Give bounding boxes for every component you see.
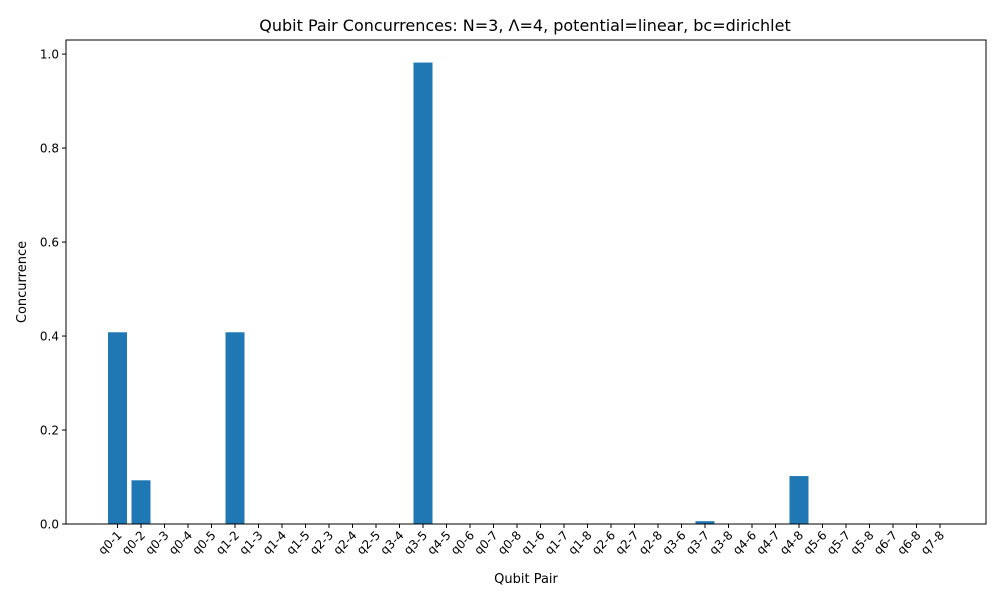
bar-q0-1	[108, 332, 127, 524]
chart-title: Qubit Pair Concurrences: N=3, Λ=4, poten…	[259, 16, 790, 35]
y-axis-label: Concurrence	[15, 241, 30, 323]
x-tick-label: q1-3	[236, 528, 265, 557]
y-tick-label: 0.2	[40, 424, 59, 438]
bars-group	[108, 62, 809, 525]
x-tick-label: q7-8	[918, 528, 947, 557]
x-tick-label: q0-2	[119, 528, 148, 557]
x-tick-label: q3-6	[659, 528, 688, 557]
x-tick-label: q3-5	[401, 528, 430, 557]
x-tick-label: q3-7	[683, 528, 712, 557]
x-tick-label: q3-8	[706, 528, 735, 557]
y-tick-label: 0.4	[40, 330, 59, 344]
x-tick-label: q0-8	[495, 528, 524, 557]
x-tick-label: q2-4	[330, 528, 359, 557]
x-tick-label: q1-4	[260, 528, 289, 557]
x-tick-label: q4-8	[777, 528, 806, 557]
y-tick-label: 0.8	[40, 142, 59, 156]
x-tick-label: q1-2	[213, 528, 242, 557]
x-tick-label: q6-8	[894, 528, 923, 557]
y-tick-label: 0.6	[40, 236, 59, 250]
x-tick-label: q3-4	[377, 528, 406, 557]
x-tick-label: q6-7	[871, 528, 900, 557]
y-tick-label: 0.0	[40, 518, 59, 532]
x-tick-label: q2-7	[612, 528, 641, 557]
y-axis-ticks: 0.0 0.2 0.4 0.6 0.8 1.0	[40, 48, 66, 532]
x-tick-label: q2-6	[589, 528, 618, 557]
bar-q3-7	[695, 521, 715, 524]
x-tick-label: q1-8	[565, 528, 594, 557]
x-tick-label: q4-7	[753, 528, 782, 557]
x-tick-label: q5-8	[847, 528, 876, 557]
x-tick-label: q0-4	[166, 528, 195, 557]
x-tick-label: q0-5	[189, 528, 218, 557]
x-tick-label: q2-8	[636, 528, 665, 557]
x-tick-label: q0-6	[448, 528, 477, 557]
bar-q1-2	[225, 332, 245, 524]
x-tick-label: q0-1	[95, 528, 124, 557]
x-tick-label: q4-6	[730, 528, 759, 557]
x-axis-label: Qubit Pair	[494, 572, 558, 587]
axes-frame	[65, 39, 987, 525]
bar-q0-2	[131, 480, 151, 524]
x-tick-label: q0-3	[142, 528, 171, 557]
x-tick-label: q5-6	[800, 528, 829, 557]
x-tick-label: q0-7	[471, 528, 500, 557]
x-tick-label: q1-7	[542, 528, 571, 557]
bar-q3-5	[413, 62, 433, 525]
x-tick-label: q4-5	[424, 528, 453, 557]
y-tick-label: 1.0	[40, 48, 59, 62]
bar-q4-8	[789, 476, 809, 524]
x-tick-label: q1-5	[283, 528, 312, 557]
x-tick-label: q5-7	[824, 528, 853, 557]
x-axis-ticks: q0-1q0-2q0-3q0-4q0-5q1-2q1-3q1-4q1-5q2-3…	[95, 524, 947, 557]
x-tick-label: q2-5	[354, 528, 383, 557]
x-tick-label: q1-6	[518, 528, 547, 557]
x-tick-label: q2-3	[307, 528, 336, 557]
